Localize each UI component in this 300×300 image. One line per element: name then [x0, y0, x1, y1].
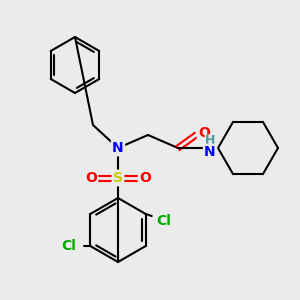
Text: S: S	[113, 171, 123, 185]
Text: O: O	[85, 171, 97, 185]
Text: H: H	[205, 134, 215, 148]
Text: Cl: Cl	[156, 214, 171, 228]
Text: O: O	[139, 171, 151, 185]
Text: O: O	[198, 126, 210, 140]
Text: N: N	[204, 145, 216, 159]
Text: Cl: Cl	[61, 239, 76, 253]
Text: N: N	[112, 141, 124, 155]
